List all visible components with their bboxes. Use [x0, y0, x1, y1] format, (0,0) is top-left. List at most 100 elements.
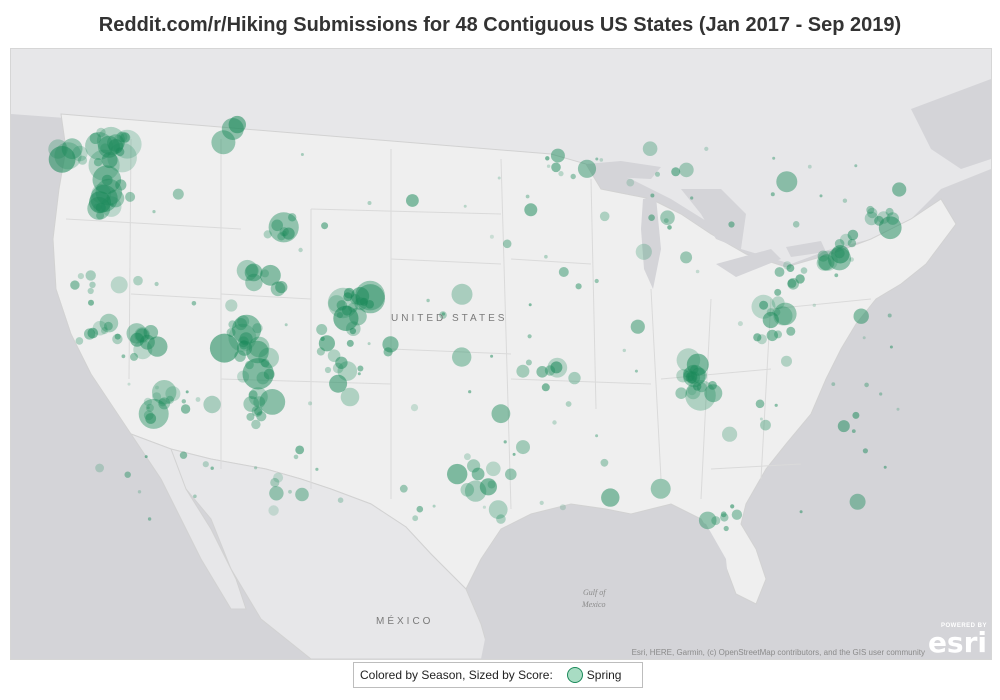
submission-marker[interactable] [655, 171, 660, 177]
submission-marker[interactable] [575, 283, 582, 290]
submission-marker[interactable] [626, 178, 635, 187]
submission-marker[interactable] [831, 382, 836, 386]
submission-marker[interactable] [708, 381, 717, 390]
submission-marker[interactable] [172, 188, 184, 200]
submission-marker[interactable] [195, 397, 201, 402]
submission-marker[interactable] [660, 210, 675, 225]
submission-marker[interactable] [87, 327, 99, 339]
submission-marker[interactable] [416, 505, 424, 513]
submission-marker[interactable] [295, 445, 305, 455]
submission-marker[interactable] [89, 191, 111, 214]
submission-marker[interactable] [252, 323, 263, 334]
submission-marker[interactable] [110, 276, 128, 294]
submission-marker[interactable] [755, 399, 765, 409]
submission-marker[interactable] [544, 254, 548, 259]
submission-marker[interactable] [315, 467, 319, 471]
submission-marker[interactable] [792, 221, 800, 228]
submission-marker[interactable] [544, 365, 556, 376]
submission-marker[interactable] [774, 330, 782, 339]
submission-marker[interactable] [248, 336, 270, 358]
submission-marker[interactable] [316, 324, 328, 335]
submission-marker[interactable] [406, 194, 419, 207]
submission-marker[interactable] [180, 404, 191, 414]
submission-marker[interactable] [130, 352, 138, 361]
submission-marker[interactable] [878, 216, 902, 240]
submission-marker[interactable] [885, 207, 894, 216]
submission-marker[interactable] [112, 333, 123, 345]
submission-marker[interactable] [497, 176, 501, 180]
submission-marker[interactable] [293, 454, 299, 460]
submission-marker[interactable] [143, 397, 152, 406]
submission-marker[interactable] [246, 412, 255, 421]
submission-marker[interactable] [568, 371, 581, 385]
submission-marker[interactable] [679, 162, 694, 178]
submission-marker[interactable] [112, 129, 142, 159]
submission-marker[interactable] [254, 407, 263, 416]
submission-marker[interactable] [238, 336, 249, 348]
submission-marker[interactable] [357, 372, 361, 376]
submission-marker[interactable] [92, 165, 122, 194]
submission-marker[interactable] [622, 348, 626, 353]
submission-marker[interactable] [722, 426, 738, 442]
submission-marker[interactable] [528, 303, 532, 307]
submission-marker[interactable] [711, 516, 721, 526]
submission-marker[interactable] [452, 347, 472, 367]
submission-marker[interactable] [849, 493, 866, 510]
submission-marker[interactable] [774, 302, 797, 326]
submission-marker[interactable] [486, 461, 501, 477]
submission-marker[interactable] [786, 264, 795, 272]
submission-marker[interactable] [772, 156, 776, 160]
submission-marker[interactable] [512, 452, 516, 456]
submission-marker[interactable] [254, 466, 258, 470]
submission-marker[interactable] [675, 387, 687, 400]
submission-marker[interactable] [253, 396, 266, 408]
submission-marker[interactable] [558, 171, 564, 177]
submission-marker[interactable] [887, 313, 892, 318]
submission-marker[interactable] [787, 278, 797, 288]
submission-marker[interactable] [154, 281, 159, 287]
submission-marker[interactable] [275, 281, 288, 294]
submission-marker[interactable] [70, 280, 80, 290]
submission-marker[interactable] [799, 510, 803, 514]
submission-marker[interactable] [559, 504, 566, 511]
submission-marker[interactable] [837, 420, 850, 433]
submission-marker[interactable] [75, 337, 84, 345]
submission-marker[interactable] [346, 339, 354, 347]
submission-marker[interactable] [321, 222, 329, 230]
submission-marker[interactable] [774, 267, 785, 277]
submission-marker[interactable] [133, 275, 143, 286]
submission-marker[interactable] [221, 118, 244, 140]
submission-marker[interactable] [467, 459, 481, 473]
submission-marker[interactable] [503, 440, 507, 444]
submission-marker[interactable] [595, 434, 599, 438]
submission-marker[interactable] [367, 342, 371, 346]
submission-marker[interactable] [558, 267, 569, 277]
submission-marker[interactable] [599, 211, 610, 222]
submission-marker[interactable] [298, 247, 303, 253]
submission-marker[interactable] [774, 403, 778, 407]
submission-marker[interactable] [316, 347, 325, 356]
submission-marker[interactable] [463, 204, 467, 208]
submission-marker[interactable] [77, 273, 84, 280]
submission-marker[interactable] [577, 159, 597, 178]
submission-marker[interactable] [239, 332, 253, 346]
submission-marker[interactable] [104, 321, 113, 331]
submission-marker[interactable] [124, 471, 131, 478]
submission-marker[interactable] [546, 164, 551, 168]
submission-marker[interactable] [245, 273, 263, 292]
submission-marker[interactable] [242, 358, 274, 390]
submission-marker[interactable] [318, 335, 335, 352]
submission-marker[interactable] [351, 287, 370, 306]
submission-marker[interactable] [147, 517, 152, 521]
submission-marker[interactable] [239, 340, 249, 350]
submission-marker[interactable] [847, 238, 857, 248]
submission-marker[interactable] [852, 411, 860, 419]
submission-marker[interactable] [329, 374, 348, 393]
submission-marker[interactable] [464, 453, 471, 461]
submission-marker[interactable] [138, 398, 169, 429]
submission-marker[interactable] [234, 318, 247, 331]
submission-marker[interactable] [704, 146, 709, 151]
submission-marker[interactable] [48, 146, 76, 173]
submission-marker[interactable] [819, 194, 823, 198]
submission-marker[interactable] [525, 194, 530, 199]
